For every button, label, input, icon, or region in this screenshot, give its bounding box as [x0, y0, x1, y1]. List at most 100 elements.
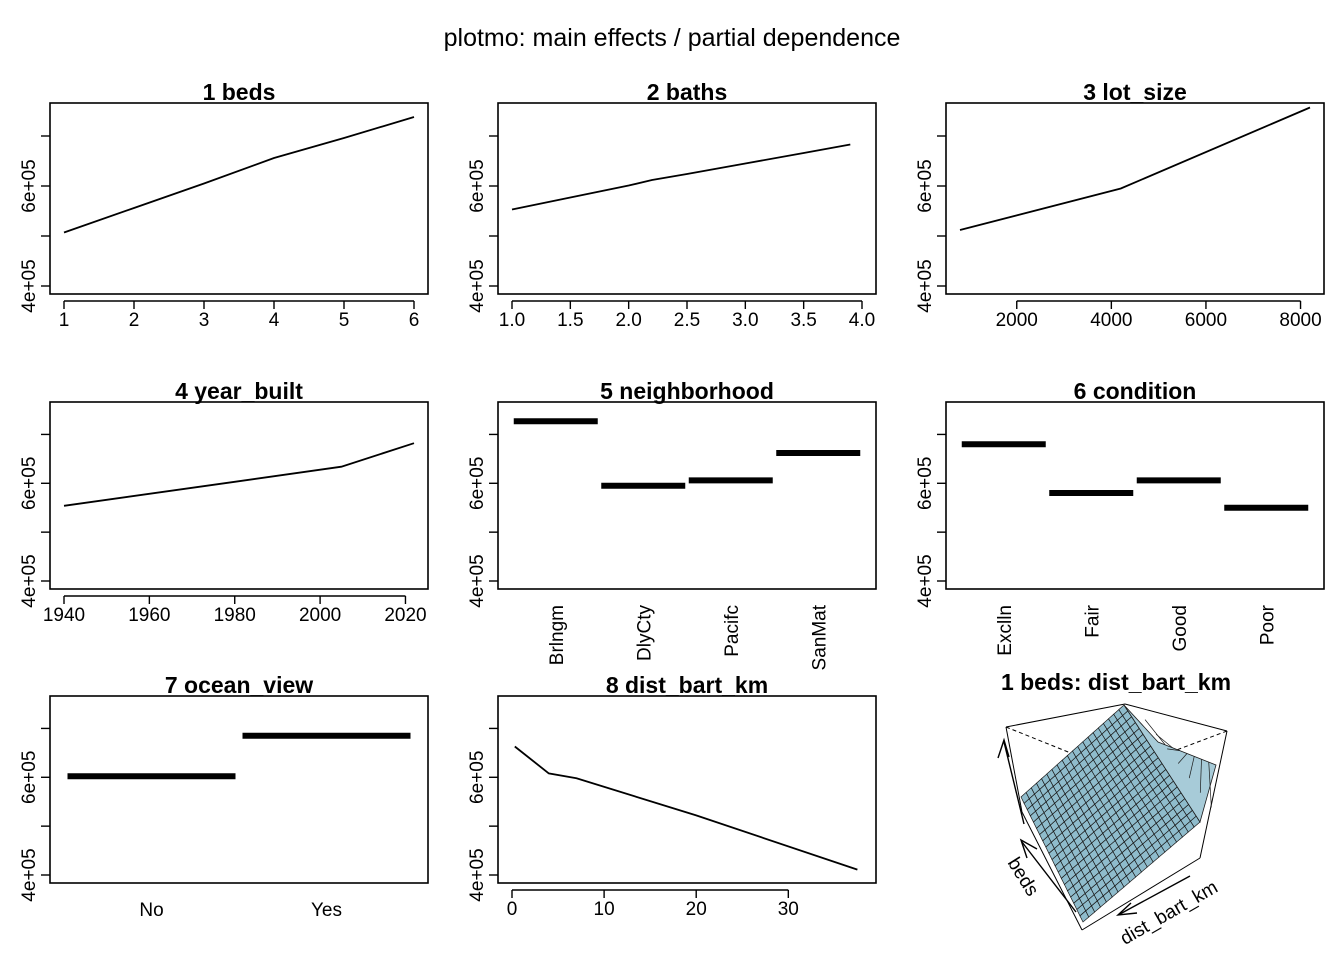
surface-mesh: [1020, 704, 1217, 923]
x-axis: Brlngm DlyCty Pacifc SanMat: [547, 604, 831, 670]
x-tick-label: 4000: [1090, 310, 1132, 331]
x-tick-label: Poor: [1257, 604, 1278, 645]
surface-facet: [1188, 756, 1195, 779]
x-tick-label: SanMat: [809, 604, 830, 670]
x-tick-label: 10: [594, 899, 615, 920]
x-tick-label: Exclln: [995, 605, 1016, 656]
x-tick-label: 1: [59, 310, 70, 331]
panel-title: 5 neighborhood: [600, 378, 774, 404]
surface-facet: [1208, 762, 1212, 808]
y-tick-label: 6e+05: [467, 457, 488, 510]
y-tick-label: 4e+05: [915, 259, 936, 312]
plot-frame: [49, 401, 429, 590]
series-line: [511, 143, 851, 211]
dist-axis-arrowhead: [1115, 902, 1138, 916]
panel-title: 2 baths: [647, 79, 728, 105]
x-tick-label: 2000: [299, 605, 341, 626]
x-tick-label: 3: [199, 310, 210, 331]
panel-4: 4 year_built 4e+05 6e+05 1940 1960 1980 2000 20…: [19, 378, 429, 626]
x-axis: 2000 4000 6000 8000: [996, 300, 1322, 331]
x-tick-label: Yes: [311, 900, 342, 921]
panel-7: 7 ocean_view 4e+05 6e+05 No Yes: [19, 672, 429, 921]
x-axis: No Yes: [139, 900, 342, 921]
x-tick-label: 1.5: [557, 310, 583, 331]
x-tick-label: 20: [686, 899, 707, 920]
y-tick-label: 4e+05: [19, 554, 40, 607]
panel-8: 8 dist_bart_km 4e+05 6e+05 0 10 20 30: [467, 672, 877, 920]
surface-facet: [1123, 704, 1217, 823]
surface-facet: [1177, 753, 1188, 764]
plot-frame: [945, 102, 1325, 295]
y-axis: 4e+05 6e+05: [19, 135, 50, 313]
x-tick-label: 1980: [214, 605, 256, 626]
surface-facet: [1155, 733, 1173, 749]
surface-facet: [1144, 719, 1166, 746]
x-tick-label: 2.5: [674, 310, 700, 331]
surface-facet: [1199, 759, 1202, 793]
y-axis: 4e+05 6e+05: [19, 433, 50, 608]
x-tick-label: Good: [1170, 605, 1191, 651]
box-edge: [1005, 703, 1126, 728]
panel-1: 1 beds 4e+05 6e+05 1 2 3 4 5 6: [19, 79, 429, 331]
x-axis: 0 10 20 30: [507, 889, 799, 920]
panel-6: 6 condition 4e+05 6e+05 Exclln Fair Good Poor: [915, 378, 1325, 656]
beds-axis-arrowhead: [1019, 838, 1038, 859]
x-tick-label: 1940: [43, 605, 85, 626]
x-axis: 1.0 1.5 2.0 2.5 3.0 3.5 4.0: [499, 300, 875, 331]
x-tick-label: 3.5: [790, 310, 816, 331]
y-tick-label: 6e+05: [19, 457, 40, 510]
x-axis: 1940 1960 1980 2000 2020: [43, 595, 427, 626]
panel-3: 3 lot_size 4e+05 6e+05 2000 4000 6000 8000: [915, 79, 1325, 331]
y-axis: 4e+05 6e+05: [915, 135, 946, 313]
y-tick-label: 4e+05: [19, 848, 40, 901]
x-tick-label: No: [139, 900, 163, 921]
y-tick-label: 6e+05: [19, 751, 40, 804]
x-tick-label: 6: [409, 310, 420, 331]
series-line: [63, 442, 415, 507]
figure-title: plotmo: main effects / partial dependenc…: [444, 24, 901, 52]
y-axis: 4e+05 6e+05: [467, 433, 498, 608]
x-tick-label: 0: [507, 899, 518, 920]
box-edge: [1021, 811, 1083, 931]
panel-2: 2 baths 4e+05 6e+05 1.0 1.5 2.0 2.5 3.0 3.5 4.0: [467, 79, 877, 331]
y-axis: 4e+05 6e+05: [19, 727, 50, 902]
series-line: [959, 106, 1311, 231]
x-tick-label: 4: [269, 310, 280, 331]
x-tick-label: 1.0: [499, 310, 525, 331]
y-axis: 4e+05 6e+05: [915, 433, 946, 608]
plot-frame: [945, 401, 1325, 590]
y-tick-label: 6e+05: [915, 159, 936, 212]
dist-axis-arrow: [1119, 875, 1191, 915]
y-tick-label: 4e+05: [19, 259, 40, 312]
y-tick-label: 4e+05: [467, 848, 488, 901]
x-tick-label: 8000: [1279, 310, 1321, 331]
plot-frame: [49, 102, 429, 295]
panel-title: 6 condition: [1074, 378, 1197, 404]
x-tick-label: Brlngm: [547, 605, 568, 665]
x-axis: Exclln Fair Good Poor: [995, 604, 1279, 655]
series-line: [514, 745, 858, 871]
panel-title: 1 beds: [203, 79, 276, 105]
y-tick-label: 4e+05: [467, 259, 488, 312]
plot-frame: [497, 695, 877, 884]
x-tick-label: 2020: [384, 605, 426, 626]
panel-title: 3 lot_size: [1083, 79, 1187, 105]
box-edge: [1081, 857, 1201, 931]
x-tick-label: 5: [339, 310, 350, 331]
x-tick-label: 4.0: [849, 310, 875, 331]
z-axis-arrow: [1003, 741, 1025, 825]
x-tick-label: Pacifc: [722, 605, 743, 657]
z-axis-arrowhead: [997, 737, 1010, 759]
panel-title: 4 year_built: [175, 378, 303, 404]
x-tick-label: 3.0: [732, 310, 758, 331]
panel-5: 5 neighborhood 4e+05 6e+05 Brlngm DlyCty Paci…: [467, 378, 877, 670]
x-tick-label: Fair: [1082, 604, 1103, 637]
box-edge: [1124, 703, 1228, 732]
y-axis: 4e+05 6e+05: [467, 727, 498, 902]
x-tick-label: DlyCty: [634, 605, 655, 661]
x-tick-label: 2000: [996, 310, 1038, 331]
y-axis: 4e+05 6e+05: [467, 135, 498, 313]
